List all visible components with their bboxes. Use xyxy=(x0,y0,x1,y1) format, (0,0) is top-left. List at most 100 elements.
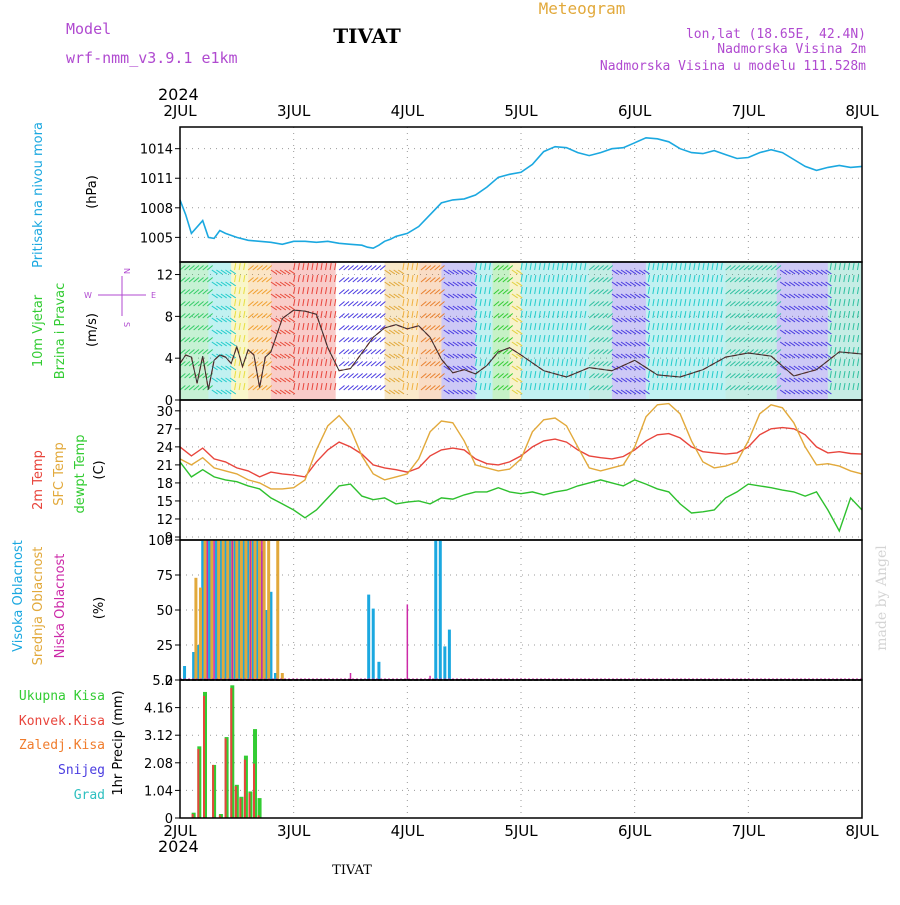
frozen-precip-label: Zaledj.Kisa xyxy=(19,738,105,753)
wind-arrow xyxy=(420,337,427,343)
wind-arrow xyxy=(493,325,500,331)
model-label: Model xyxy=(66,20,111,38)
wind-arrow xyxy=(688,383,691,391)
wind-arrow xyxy=(461,305,468,311)
mid_cloud-bar xyxy=(280,673,284,680)
wind-arrow xyxy=(320,359,323,367)
wind-arrow xyxy=(411,323,414,331)
wind-arrow xyxy=(202,289,209,295)
wind-arrow xyxy=(529,311,532,319)
wind-arrow xyxy=(225,341,232,347)
conv-precip-bar xyxy=(248,792,251,818)
wind-arrow xyxy=(784,353,791,359)
pressure-ylabel: Pritisak na nivou mora xyxy=(31,122,46,268)
wind-arrow xyxy=(197,277,204,283)
wind-arrow xyxy=(788,353,796,359)
wind-arrow xyxy=(538,299,541,307)
wind-arrow xyxy=(638,389,646,395)
wind-arrow xyxy=(597,361,604,367)
wind-arrow xyxy=(575,311,578,319)
wind-arrow xyxy=(343,289,350,295)
wind-arrow xyxy=(402,287,405,295)
wind-arrow xyxy=(343,265,350,271)
wind-arrow xyxy=(366,349,373,355)
wind-arrow xyxy=(802,353,809,359)
wind-arrow xyxy=(397,365,405,371)
wind-arrow xyxy=(852,383,855,391)
panel-frame xyxy=(179,679,863,819)
wind-arrow xyxy=(493,337,500,343)
high_cloud-bar xyxy=(434,540,438,680)
wind-arrow xyxy=(370,301,377,307)
low_cloud-bar xyxy=(429,675,431,680)
wind-arrow xyxy=(206,265,213,271)
wind-arrow xyxy=(788,293,796,299)
wind-arrow xyxy=(607,289,614,295)
wind-arrow xyxy=(279,305,287,311)
wind-arrow xyxy=(743,289,750,295)
wind-arrow xyxy=(820,341,828,347)
wind-arrow xyxy=(502,385,509,391)
y-tick-label: 4.16 xyxy=(144,702,173,717)
wind-arrow xyxy=(579,311,582,319)
wind-arrow xyxy=(261,313,268,319)
wind-arrow xyxy=(488,287,491,295)
wind-arrow xyxy=(525,263,528,271)
wind-arrow xyxy=(311,383,314,391)
wind-arrow xyxy=(388,281,396,287)
wind-arrow xyxy=(229,305,237,311)
wind-arrow xyxy=(816,317,823,323)
wind-arrow xyxy=(516,365,523,371)
wind-arrow xyxy=(406,263,410,271)
wind-arrow xyxy=(775,337,782,343)
wind-arrow xyxy=(206,313,213,319)
wind-arrow xyxy=(484,287,487,295)
wind-arrow xyxy=(306,371,309,379)
wind-arrow xyxy=(706,323,710,331)
wind-arrow xyxy=(748,361,755,367)
wind-arrow xyxy=(675,383,678,391)
wind-arrow xyxy=(716,347,719,355)
wind-arrow xyxy=(484,335,487,343)
wind-arrow xyxy=(315,299,319,307)
bottom-day-label: 7JUL xyxy=(732,822,766,840)
model-elevation-label: Nadmorska Visina u modelu 111.528m xyxy=(600,59,866,74)
wind-arrow xyxy=(384,281,391,287)
wind-arrow xyxy=(202,349,209,355)
wind-arrow xyxy=(752,277,759,283)
wind-arrow xyxy=(543,383,546,391)
wind-arrow xyxy=(602,313,609,319)
wind-arrow xyxy=(461,389,468,395)
wind-arrow xyxy=(302,275,305,283)
wind-arrow xyxy=(443,317,450,323)
wind-arrow xyxy=(375,361,382,367)
wind-arrow xyxy=(538,275,541,283)
wind-arrow xyxy=(457,305,464,311)
snow-label: Snijeg xyxy=(58,763,105,778)
wind-arrow xyxy=(702,359,705,367)
wind-arrow xyxy=(302,287,305,295)
wind-arrow xyxy=(752,373,759,379)
wind-arrow xyxy=(607,265,614,271)
wind-arrow xyxy=(379,361,386,367)
wind-arrow xyxy=(556,335,560,343)
wind-arrow xyxy=(302,311,305,319)
wind-arrow xyxy=(302,371,305,379)
wind-arrow xyxy=(538,311,541,319)
conv-precip-label: Konvek.Kisa xyxy=(19,714,105,729)
wind-arrow xyxy=(597,337,604,343)
wind-arrow xyxy=(670,275,673,283)
wind-arrow xyxy=(347,337,354,343)
wind-arrow xyxy=(384,305,391,311)
wind-arrow xyxy=(270,389,277,395)
wind-arrow xyxy=(220,329,227,335)
high_cloud-bar xyxy=(367,594,371,680)
y-tick-label: 18 xyxy=(156,477,173,492)
wind-arrow xyxy=(270,377,277,383)
wind-arrow xyxy=(706,275,710,283)
wind-arrow xyxy=(579,263,582,271)
conv-precip-bar xyxy=(253,763,256,818)
wind-arrow xyxy=(838,371,841,379)
wind-arrow xyxy=(525,299,528,307)
